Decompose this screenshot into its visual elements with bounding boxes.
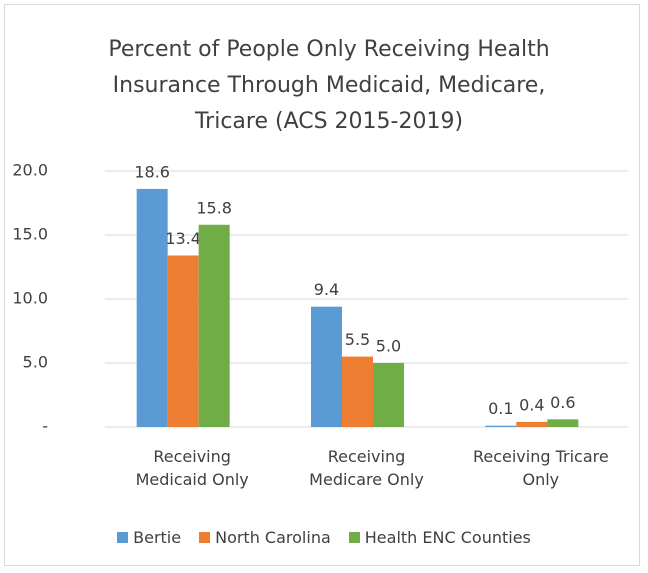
legend-item: North Carolina bbox=[199, 528, 331, 547]
data-label: 5.0 bbox=[376, 337, 401, 356]
legend-item: Bertie bbox=[117, 528, 181, 547]
x-tick-label: Receiving Medicaid Only bbox=[135, 447, 249, 489]
bar bbox=[198, 224, 230, 427]
bar bbox=[373, 363, 404, 427]
bar bbox=[136, 188, 168, 427]
legend-item: Health ENC Counties bbox=[348, 528, 531, 547]
y-tick-label: - bbox=[42, 417, 48, 436]
legend-swatch bbox=[117, 532, 129, 543]
x-tick-label: Receiving Medicare Only bbox=[309, 447, 424, 489]
data-label: 15.8 bbox=[196, 198, 232, 217]
data-label: 5.5 bbox=[345, 330, 370, 349]
x-tick-label: Receiving Tricare Only bbox=[472, 447, 609, 489]
legend-swatch bbox=[199, 532, 211, 543]
chart-title: Percent of People Only Receiving Health … bbox=[108, 37, 550, 134]
legend-label: Health ENC Counties bbox=[364, 528, 531, 547]
data-label: 18.6 bbox=[134, 162, 170, 181]
y-tick-label: 5.0 bbox=[23, 353, 48, 372]
bar bbox=[547, 419, 579, 427]
legend-swatch bbox=[348, 532, 360, 543]
data-label: 13.4 bbox=[165, 229, 201, 248]
legend: Bertie North Carolina Health ENC Counties bbox=[0, 528, 648, 547]
bar bbox=[342, 356, 373, 427]
bar bbox=[485, 425, 517, 427]
bar bbox=[311, 306, 342, 427]
y-tick-label: 15.0 bbox=[12, 225, 48, 244]
data-label: 0.4 bbox=[519, 395, 544, 414]
legend-label: North Carolina bbox=[215, 528, 331, 547]
legend-label: Bertie bbox=[133, 528, 182, 547]
data-label: 0.6 bbox=[550, 393, 575, 412]
bar bbox=[516, 421, 548, 427]
bar bbox=[167, 255, 199, 427]
data-label: 0.1 bbox=[488, 399, 513, 418]
y-tick-label: 20.0 bbox=[12, 161, 48, 180]
y-tick-label: 10.0 bbox=[12, 289, 48, 308]
data-label: 9.4 bbox=[314, 280, 339, 299]
chart-frame bbox=[4, 4, 640, 566]
